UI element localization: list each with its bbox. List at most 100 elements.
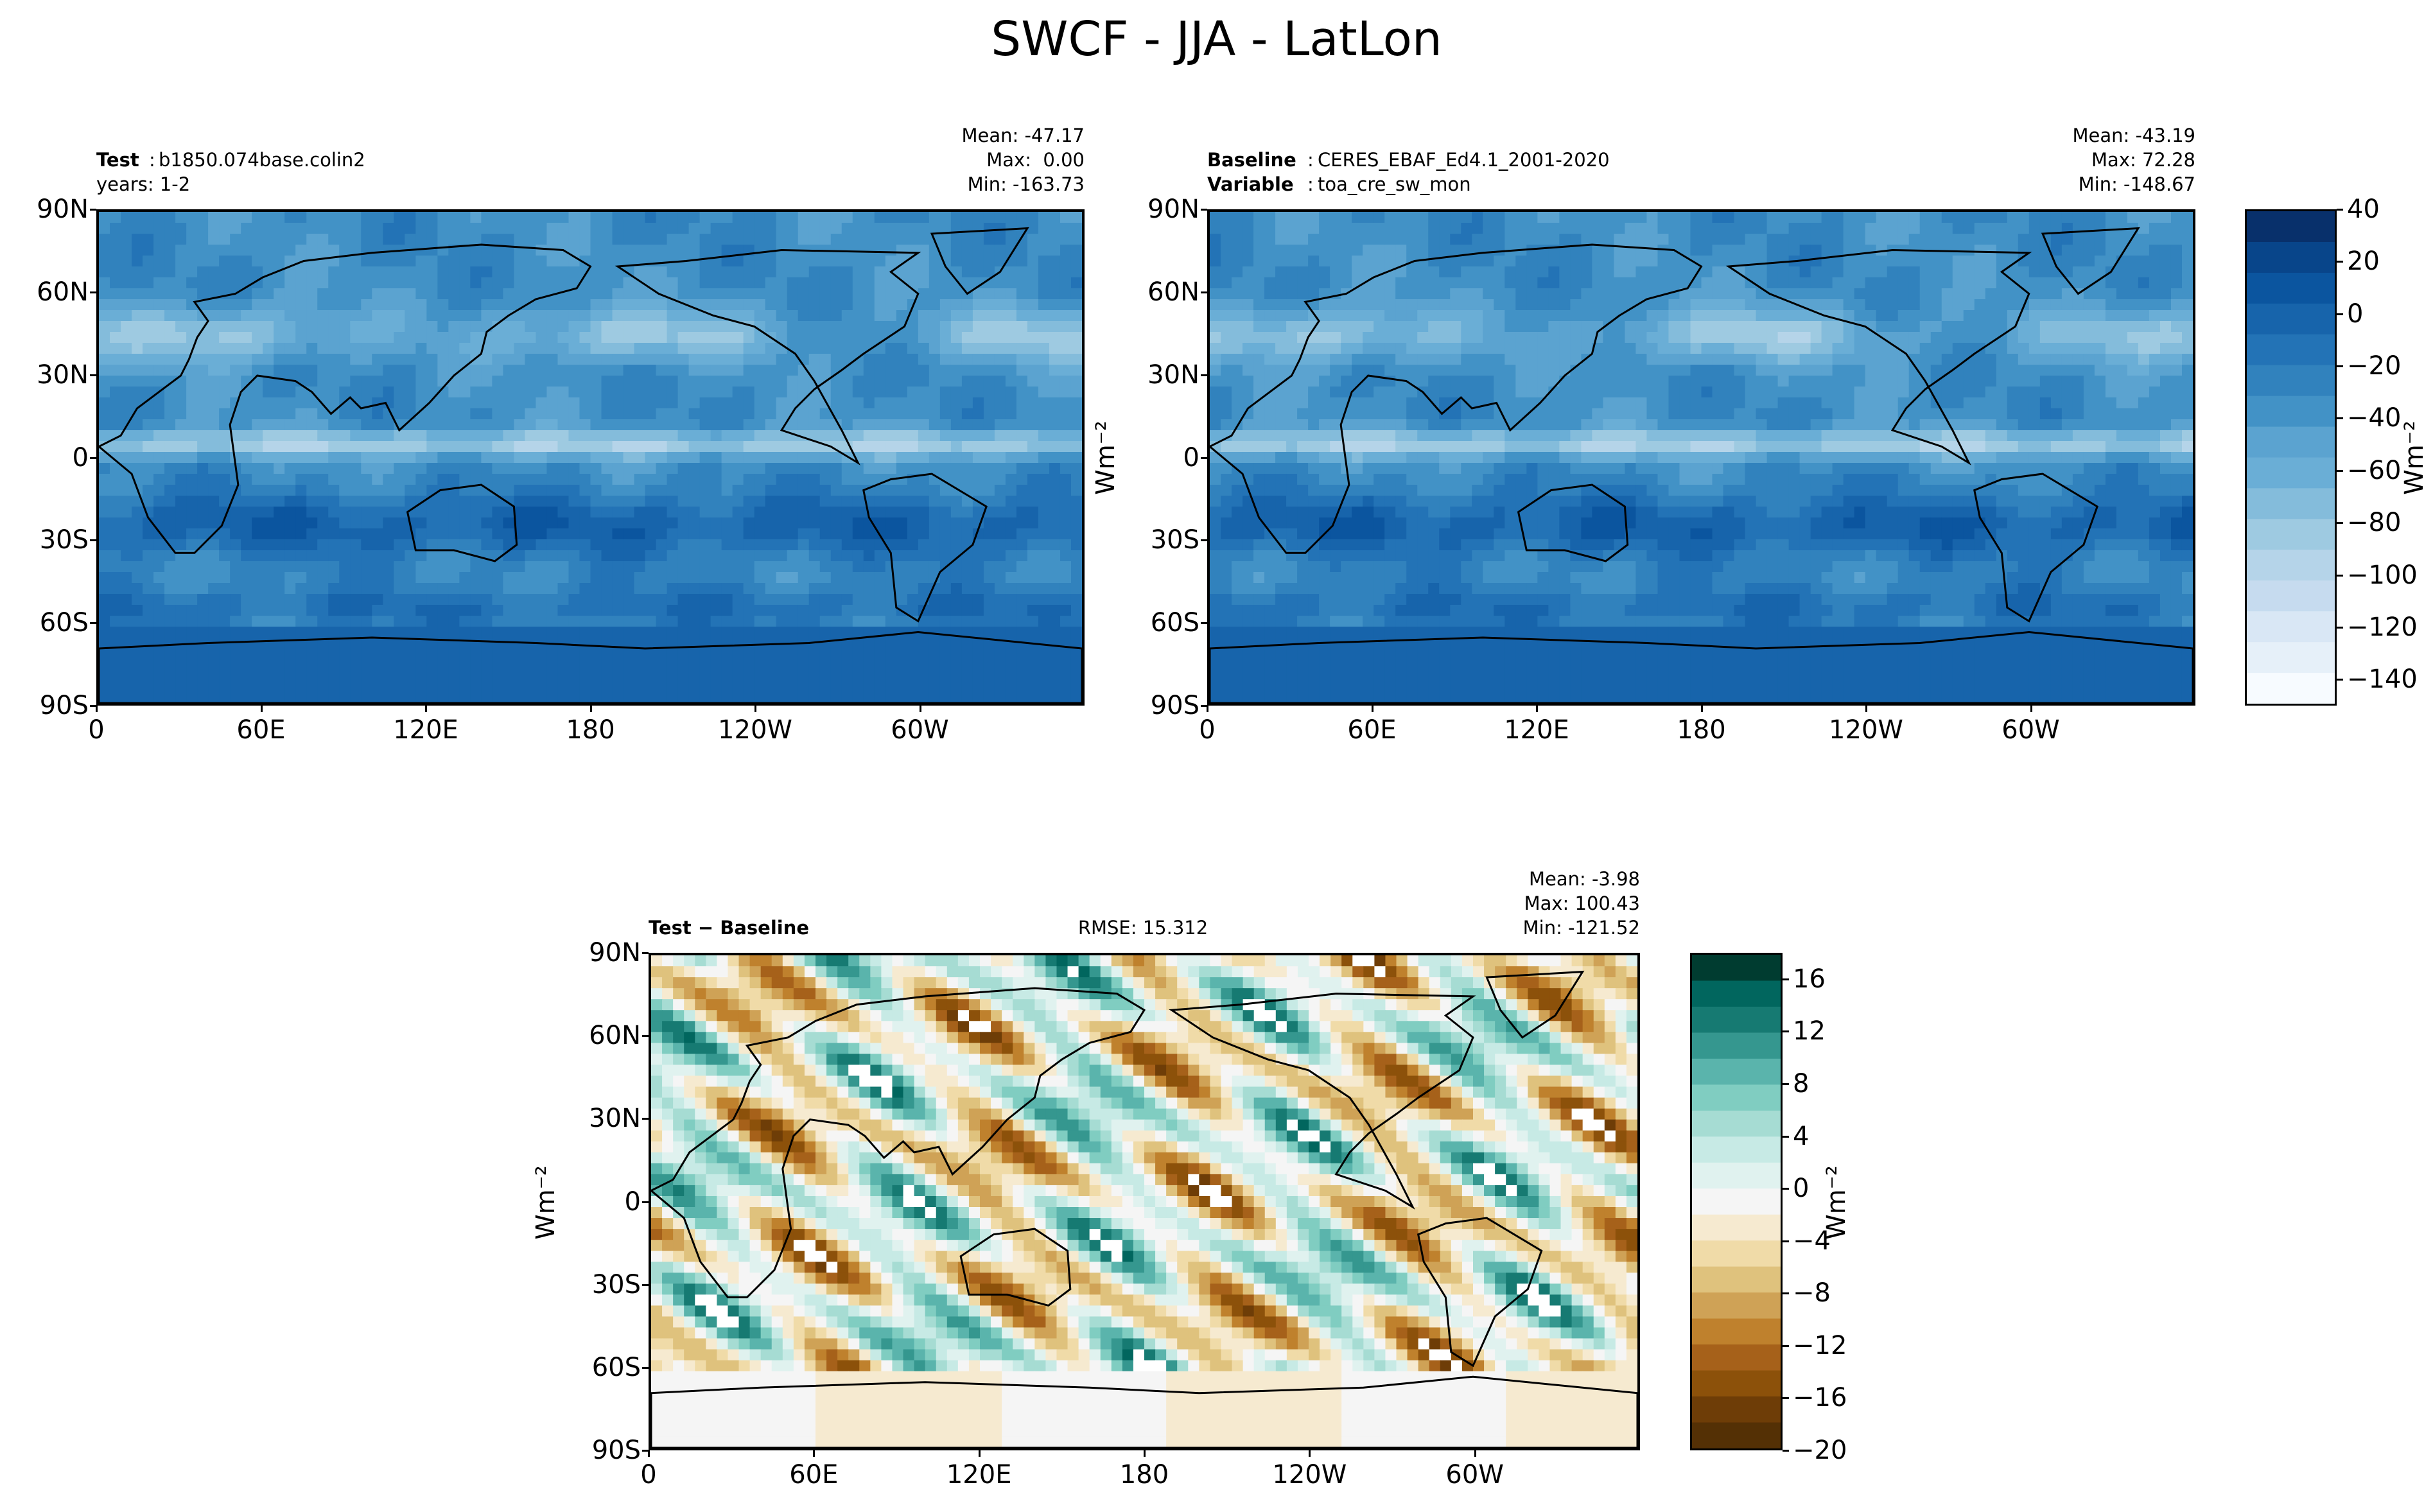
field-cell: [601, 605, 613, 616]
field-cell: [1701, 245, 1713, 256]
field-cell: [874, 485, 886, 496]
field-cell: [132, 419, 143, 431]
field-cell: [634, 572, 646, 584]
field-cell: [1472, 256, 1484, 267]
field-cell: [710, 507, 722, 518]
field-cell: [808, 463, 821, 474]
field-cell: [361, 681, 373, 693]
field-cell: [557, 223, 570, 234]
field-cell: [546, 397, 559, 409]
field-cell: [754, 223, 766, 234]
field-cell: [677, 419, 690, 431]
field-cell: [852, 616, 864, 627]
field-cell: [557, 452, 570, 464]
field-cell: [612, 507, 624, 518]
field-cell: [470, 212, 482, 223]
field-cell: [710, 496, 722, 507]
field-cell: [1070, 397, 1082, 409]
field-cell: [230, 365, 241, 376]
field-cell: [667, 430, 679, 442]
field-cell: [153, 692, 165, 703]
field-cell: [372, 648, 384, 660]
field-cell: [1461, 212, 1473, 223]
field-cell: [623, 670, 635, 682]
field-cell: [907, 616, 919, 627]
field-cell: [798, 277, 810, 289]
field-cell: [819, 354, 832, 365]
field-cell: [754, 485, 766, 496]
field-cell: [1363, 299, 1375, 311]
field-cell: [667, 288, 679, 300]
field-cell: [284, 212, 297, 223]
field-cell: [1308, 277, 1320, 289]
field-cell: [623, 572, 635, 584]
field-cell: [1876, 277, 1888, 289]
field-cell: [175, 234, 187, 245]
field-cell: [252, 463, 264, 474]
field-cell: [896, 212, 908, 223]
field-cell: [1319, 299, 1330, 311]
field-cell: [208, 266, 220, 278]
field-cell: [525, 528, 537, 540]
field-cell: [546, 310, 559, 322]
field-cell: [110, 517, 121, 529]
field-cell: [1352, 212, 1364, 223]
field-cell: [579, 496, 591, 507]
field-cell: [656, 212, 668, 223]
field-cell: [252, 474, 264, 485]
field-cell: [623, 452, 635, 464]
field-cell: [950, 507, 963, 518]
field-cell: [808, 616, 821, 627]
field-cell: [1319, 212, 1330, 223]
field-cell: [295, 245, 308, 256]
field-cell: [1712, 310, 1724, 322]
field-cell: [2061, 310, 2073, 322]
field-cell: [536, 277, 548, 289]
field-cell: [1038, 670, 1050, 682]
field-cell: [645, 212, 657, 223]
field-cell: [514, 354, 526, 365]
field-cell: [808, 452, 821, 464]
field-cell: [1810, 245, 1822, 256]
field-cell: [230, 474, 241, 485]
field-cell: [143, 343, 154, 354]
field-cell: [939, 507, 952, 518]
field-cell: [339, 441, 351, 453]
field-cell: [503, 474, 515, 485]
field-cell: [328, 343, 340, 354]
field-cell: [1876, 256, 1888, 267]
field-cell: [939, 539, 952, 551]
field-cell: [808, 365, 821, 376]
field-cell: [383, 354, 395, 365]
field-cell: [175, 659, 187, 671]
field-cell: [557, 539, 570, 551]
field-cell: [164, 692, 176, 703]
field-cell: [437, 572, 449, 584]
field-cell: [1570, 234, 1582, 245]
field-cell: [798, 397, 810, 409]
field-cell: [1395, 234, 1408, 245]
field-cell: [1745, 245, 1757, 256]
field-cell: [306, 452, 318, 464]
field-cell: [885, 561, 897, 573]
field-cell: [645, 517, 657, 529]
field-cell: [492, 408, 504, 420]
field-cell: [1016, 517, 1028, 529]
field-cell: [503, 692, 515, 703]
field-cell: [885, 223, 897, 234]
field-cell: [1450, 299, 1462, 311]
field-cell: [252, 256, 264, 267]
field-cell: [1232, 245, 1243, 256]
field-cell: [907, 343, 919, 354]
field-cell: [383, 659, 395, 671]
field-cell: [2083, 266, 2095, 278]
field-cell: [1668, 266, 1680, 278]
field-cell: [470, 310, 482, 322]
field-cell: [623, 387, 635, 398]
field-cell: [830, 288, 842, 300]
field-cell: [961, 452, 973, 464]
field-cell: [208, 507, 220, 518]
field-cell: [219, 648, 231, 660]
field-cell: [361, 256, 373, 267]
field-cell: [263, 354, 275, 365]
